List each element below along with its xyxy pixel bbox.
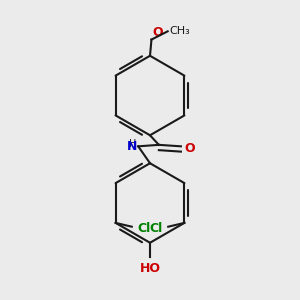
Text: O: O [184,142,195,155]
Text: Cl: Cl [149,222,162,235]
Text: Cl: Cl [138,222,151,235]
Text: N: N [127,140,137,153]
Text: H: H [129,139,137,149]
Text: HO: HO [140,262,160,275]
Text: O: O [152,26,163,39]
Text: CH₃: CH₃ [169,26,190,36]
